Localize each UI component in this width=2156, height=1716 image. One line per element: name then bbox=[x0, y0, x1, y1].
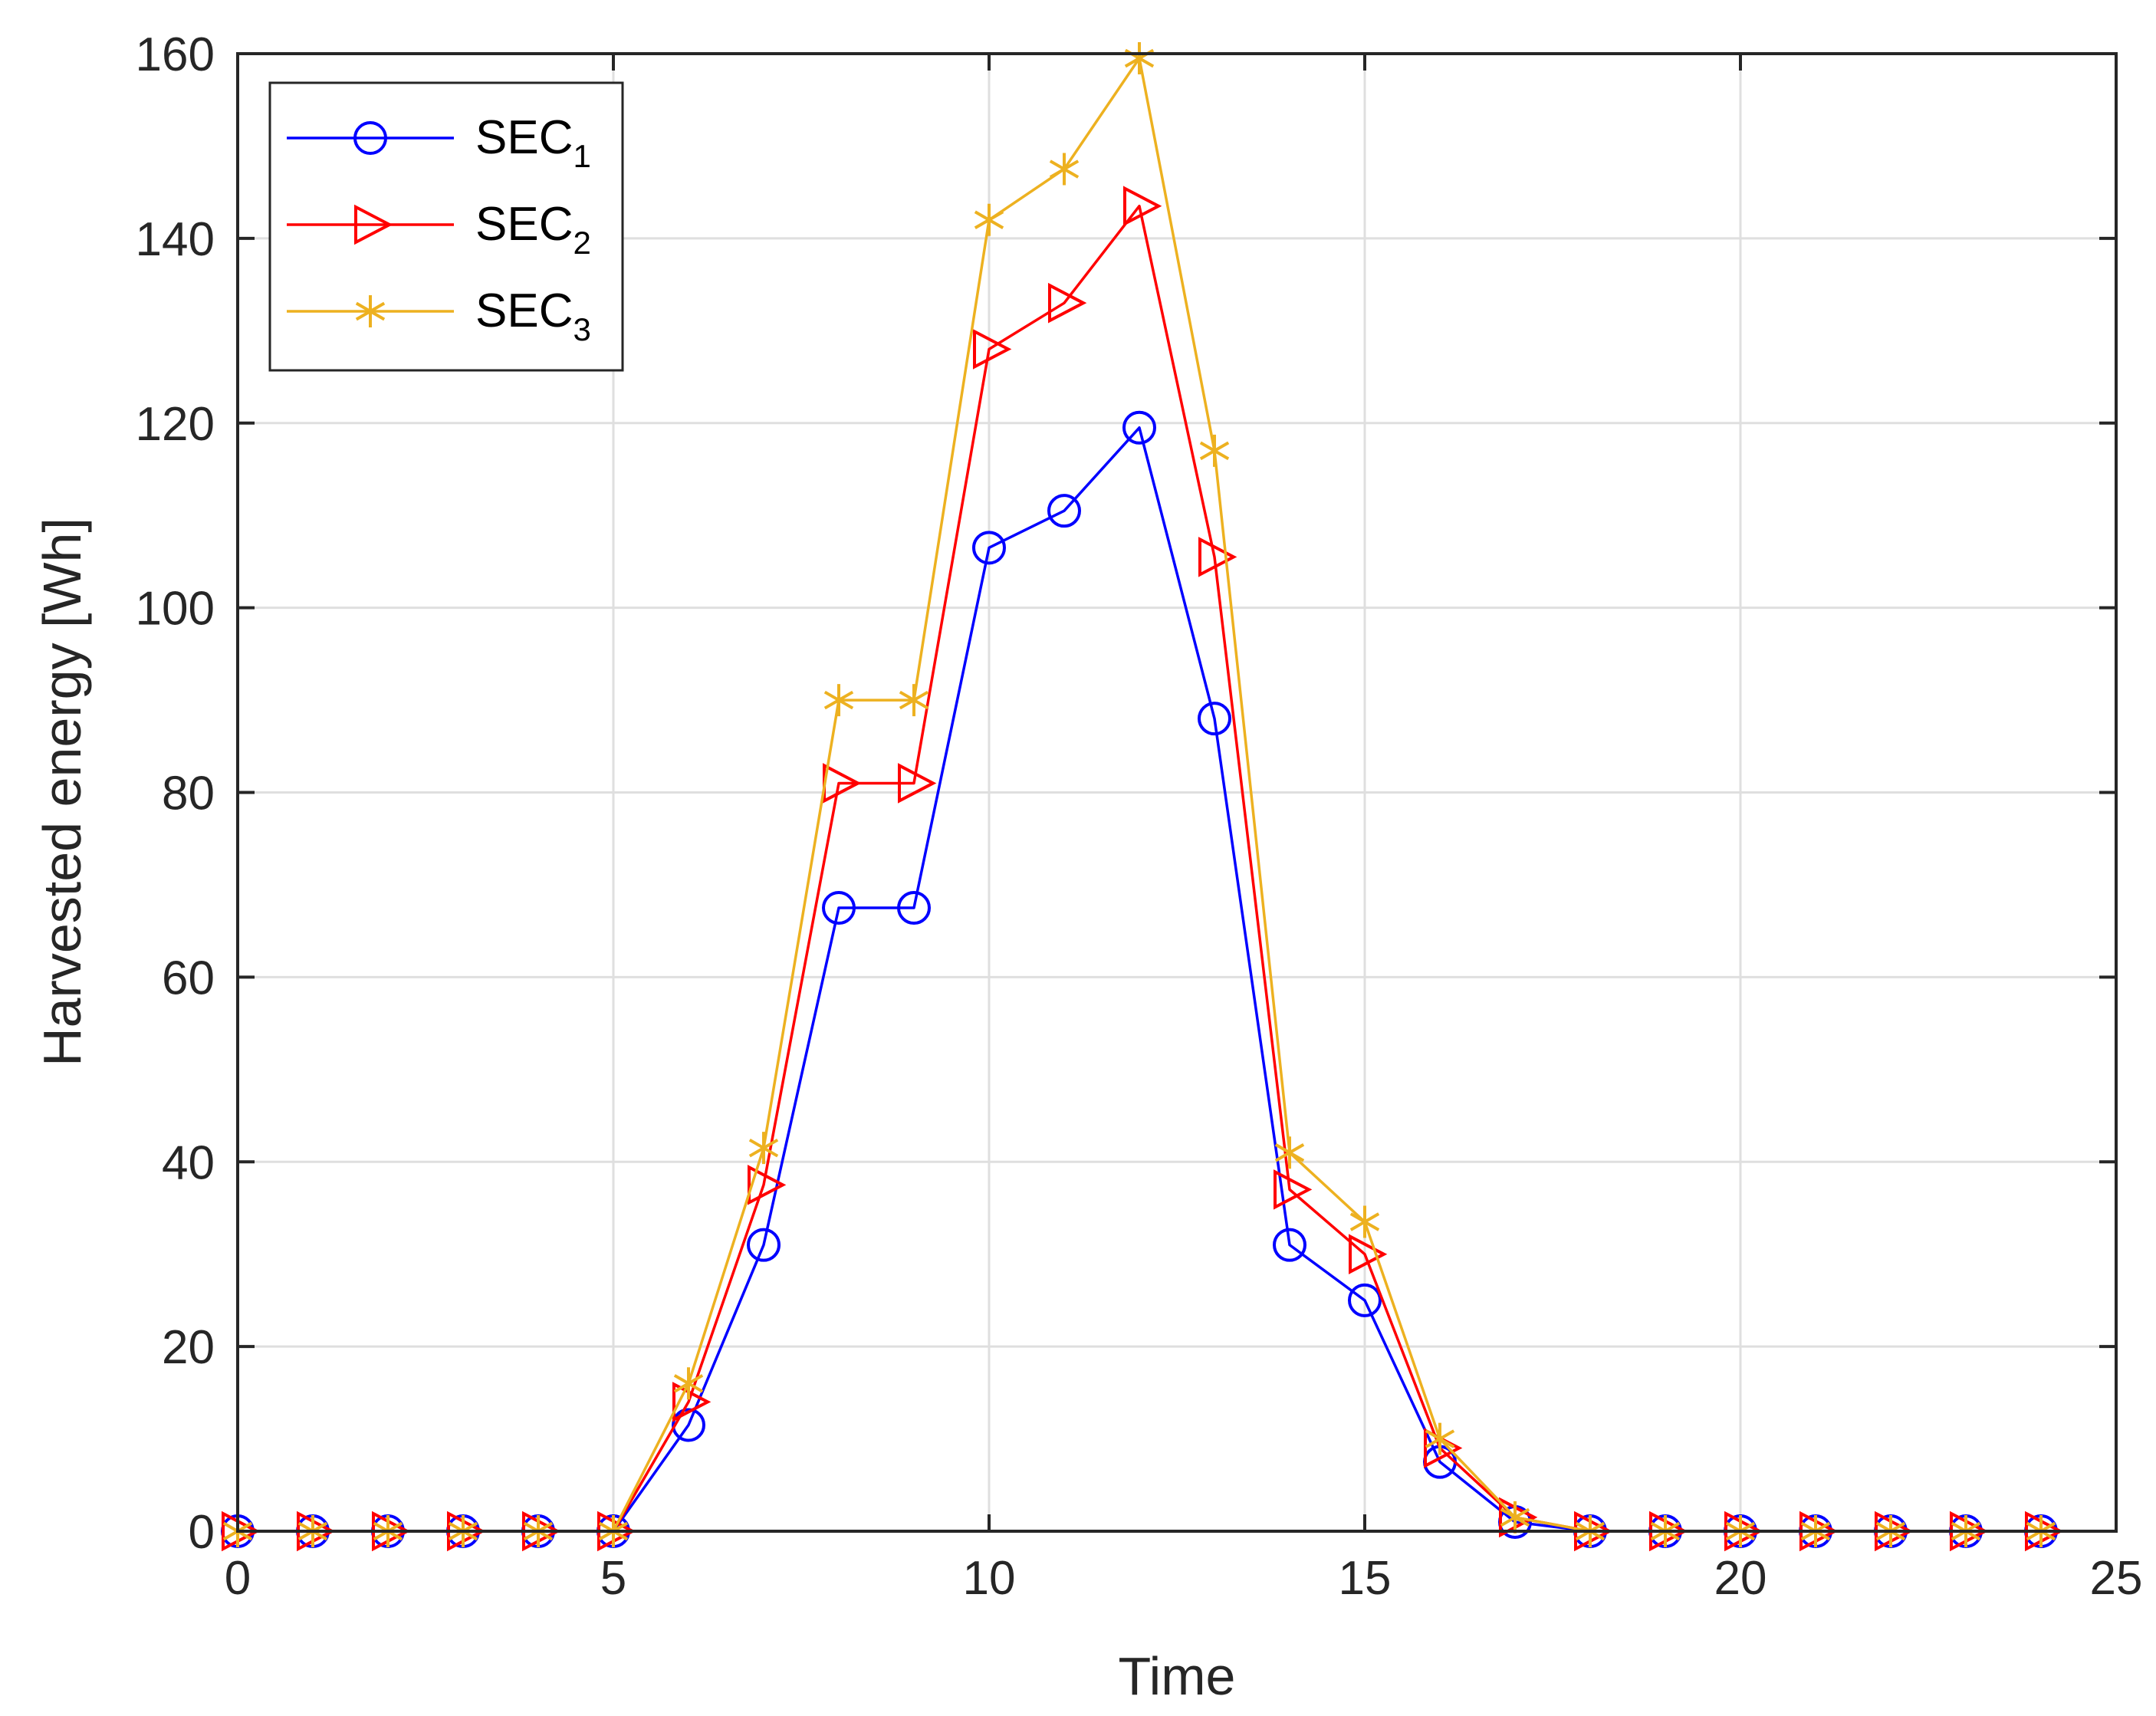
legend-marker bbox=[355, 295, 386, 327]
x-axis-label: Time bbox=[1119, 1646, 1236, 1706]
legend-item-sec2: SEC2 bbox=[287, 198, 591, 261]
x-tick-label: 20 bbox=[1714, 1552, 1767, 1605]
legend-label: SEC2 bbox=[475, 198, 591, 261]
legend-marker bbox=[354, 204, 393, 245]
plot-frame bbox=[236, 52, 2118, 1533]
data-point-sec3 bbox=[748, 1132, 779, 1165]
data-point-sec1 bbox=[822, 891, 856, 925]
legend-label-text: SEC bbox=[475, 111, 573, 164]
data-point-sec1 bbox=[972, 531, 1006, 565]
data-point-sec1 bbox=[1122, 410, 1156, 445]
legend-marker bbox=[353, 121, 387, 155]
legend-label-text: SEC bbox=[475, 198, 573, 251]
x-tick-label: 15 bbox=[1339, 1552, 1392, 1605]
y-axis-label: Harvested energy [Wh] bbox=[32, 518, 92, 1067]
data-point-sec2 bbox=[1048, 282, 1087, 324]
data-point-sec1 bbox=[1348, 1283, 1382, 1317]
x-tick-label: 10 bbox=[963, 1552, 1016, 1605]
x-tick-label: 0 bbox=[225, 1552, 251, 1605]
data-point-sec3 bbox=[823, 684, 854, 717]
data-point-sec2 bbox=[1349, 1234, 1388, 1274]
data-point-sec2 bbox=[1274, 1169, 1313, 1210]
legend-label-subscript: 2 bbox=[573, 225, 590, 261]
x-tick-label: 5 bbox=[600, 1552, 626, 1605]
data-point-sec3 bbox=[1500, 1501, 1530, 1534]
data-point-sec2 bbox=[973, 329, 1012, 370]
x-tick-label: 25 bbox=[2090, 1552, 2143, 1605]
data-point-sec3 bbox=[1049, 153, 1080, 186]
tick-labels: 0 5 10 15 20 25 0 20 40 60 80 100 120 140 160 bbox=[136, 28, 2143, 1605]
data-point-sec2 bbox=[672, 1382, 712, 1422]
legend-label: SEC1 bbox=[475, 111, 591, 174]
y-tick-label: 40 bbox=[162, 1136, 215, 1189]
data-point-sec2 bbox=[222, 1511, 261, 1552]
data-point-sec2 bbox=[1123, 186, 1162, 227]
legend-item-sec1: SEC1 bbox=[287, 111, 591, 174]
y-tick-label: 100 bbox=[136, 583, 215, 636]
data-point-sec2 bbox=[1499, 1497, 1538, 1538]
data-point-sec2 bbox=[898, 763, 937, 804]
data-point-sec3 bbox=[1349, 1205, 1380, 1238]
data-point-sec2 bbox=[748, 1165, 787, 1205]
data-point-sec3 bbox=[899, 684, 929, 717]
y-tick-label: 60 bbox=[162, 952, 215, 1004]
data-point-sec1 bbox=[747, 1228, 781, 1262]
y-tick-label: 140 bbox=[136, 213, 215, 266]
legend-label-subscript: 1 bbox=[573, 138, 590, 174]
legend-label-subscript: 3 bbox=[573, 311, 590, 347]
data-point-sec2 bbox=[1198, 537, 1237, 577]
data-point-sec3 bbox=[673, 1367, 704, 1400]
data-point-sec3 bbox=[1274, 1136, 1305, 1169]
y-tick-label: 160 bbox=[136, 28, 215, 81]
y-tick-label: 20 bbox=[162, 1321, 215, 1374]
data-point-sec3 bbox=[1199, 434, 1230, 467]
y-tick-label: 0 bbox=[189, 1506, 215, 1559]
legend-item-sec3: SEC3 bbox=[287, 284, 591, 347]
y-tick-label: 80 bbox=[162, 768, 215, 820]
data-point-sec3 bbox=[1425, 1422, 1455, 1455]
legend-box bbox=[268, 81, 624, 372]
data-point-sec3 bbox=[974, 203, 1004, 236]
data-point-sec1 bbox=[897, 891, 931, 925]
data-point-sec1 bbox=[1273, 1228, 1306, 1262]
data-point-sec1 bbox=[1047, 494, 1081, 528]
data-point-sec1 bbox=[1198, 702, 1231, 736]
legend-label: SEC3 bbox=[475, 284, 591, 347]
data-point-sec1 bbox=[672, 1408, 705, 1442]
legend-label-text: SEC bbox=[475, 284, 573, 337]
y-tick-label: 120 bbox=[136, 398, 215, 451]
